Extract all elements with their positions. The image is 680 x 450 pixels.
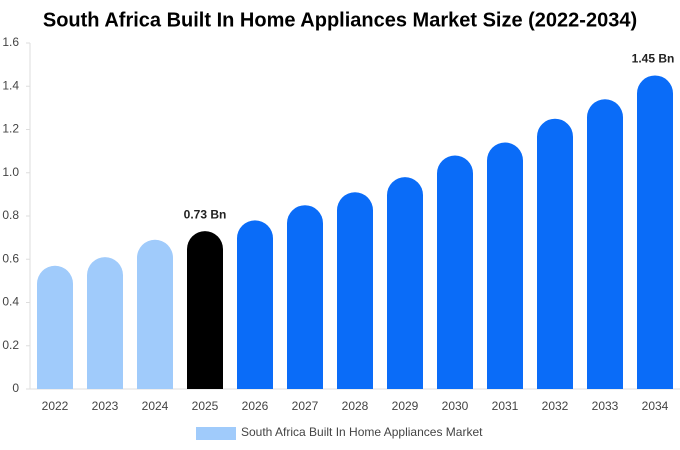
x-tick-label: 2024 — [142, 399, 169, 413]
bar — [187, 231, 223, 389]
x-tick-label: 2034 — [642, 399, 669, 413]
x-tick-label: 2022 — [42, 399, 69, 413]
y-tick-label: 1.4 — [2, 78, 19, 92]
y-tick-label: 1.0 — [2, 165, 19, 179]
x-tick-label: 2030 — [442, 399, 469, 413]
x-tick-label: 2032 — [542, 399, 569, 413]
x-tick-label: 2029 — [392, 399, 419, 413]
bar — [237, 220, 273, 389]
x-tick-label: 2027 — [292, 399, 319, 413]
x-tick-label: 2025 — [192, 399, 219, 413]
bar — [537, 118, 573, 389]
bar — [437, 155, 473, 389]
bar — [387, 177, 423, 389]
y-tick-label: 0.8 — [2, 208, 19, 222]
chart-title: South Africa Built In Home Appliances Ma… — [43, 9, 637, 31]
x-tick-label: 2028 — [342, 399, 369, 413]
y-tick-label: 0.4 — [2, 295, 19, 309]
bar — [637, 75, 673, 389]
value-label: 1.45 Bn — [632, 52, 675, 66]
y-tick-label: 0 — [12, 381, 19, 395]
y-tick-label: 0.6 — [2, 251, 19, 265]
y-tick-label: 0.2 — [2, 338, 19, 352]
bar — [137, 239, 173, 389]
bar — [487, 142, 523, 389]
bar — [587, 99, 623, 389]
y-tick-label: 1.2 — [2, 122, 19, 136]
x-tick-label: 2033 — [592, 399, 619, 413]
value-label: 0.73 Bn — [184, 207, 227, 221]
bar — [337, 192, 373, 389]
legend-swatch — [196, 427, 236, 440]
x-tick-label: 2023 — [92, 399, 119, 413]
bar — [37, 265, 73, 389]
legend-label: South Africa Built In Home Appliances Ma… — [241, 425, 483, 439]
x-tick-label: 2026 — [242, 399, 269, 413]
y-tick-label: 1.6 — [2, 35, 19, 49]
x-tick-label: 2031 — [492, 399, 519, 413]
bar — [287, 205, 323, 389]
bar — [87, 257, 123, 389]
